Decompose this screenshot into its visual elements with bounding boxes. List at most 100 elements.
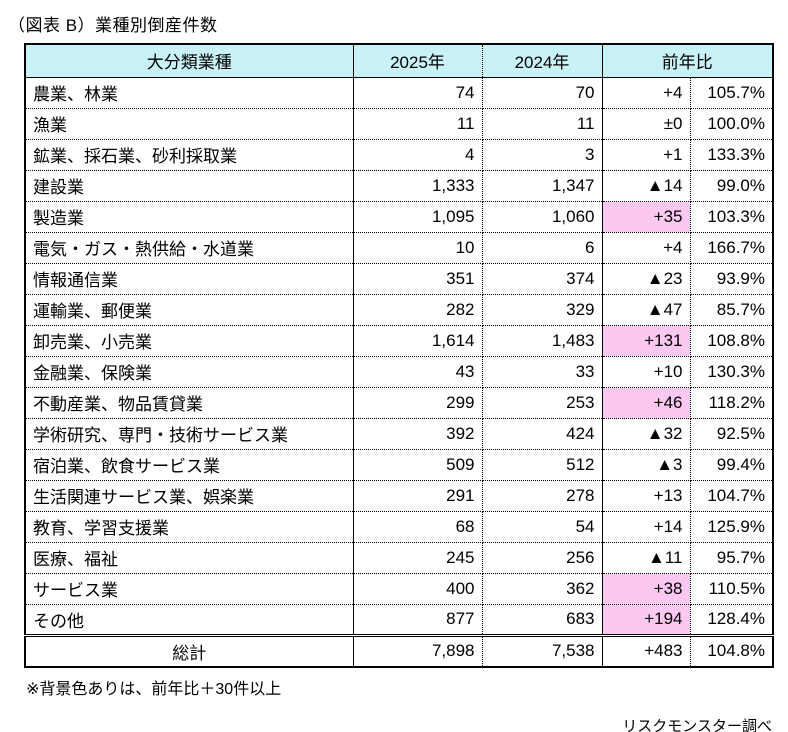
diff-cell: +35	[602, 201, 691, 233]
table-row: 漁業 11 11 ±0 100.0%	[25, 108, 773, 140]
table-row: 医療、福祉 245 256 ▲11 95.7%	[25, 542, 773, 574]
count-2025-cell: 509	[353, 449, 483, 481]
table-row: 教育、学習支援業 68 54 +14 125.9%	[25, 511, 773, 543]
diff-cell: +13	[602, 480, 691, 512]
diff-cell: +10	[602, 356, 691, 388]
count-2024-cell: 1,060	[482, 201, 603, 233]
diff-cell: ▲23	[602, 263, 691, 295]
pct-cell: 125.9%	[690, 511, 773, 543]
category-cell: 金融業、保険業	[25, 356, 354, 388]
count-2024-cell: 683	[482, 604, 603, 635]
pct-cell: 105.7%	[690, 77, 773, 109]
count-2024-cell: 374	[482, 263, 603, 295]
count-2025-cell: 282	[353, 294, 483, 326]
table-row: 鉱業、採石業、砂利採取業 4 3 +1 133.3%	[25, 139, 773, 171]
header-category: 大分類業種	[25, 44, 354, 78]
count-2024-cell: 1,347	[482, 170, 603, 202]
total-category-cell: 総計	[25, 633, 354, 667]
header-row: 大分類業種 2025年 2024年 前年比	[25, 44, 773, 78]
diff-cell: +14	[602, 511, 691, 543]
pct-cell: 166.7%	[690, 232, 773, 264]
count-2025-cell: 74	[353, 77, 483, 109]
category-cell: 医療、福祉	[25, 542, 354, 574]
header-year-2024: 2024年	[482, 44, 603, 78]
page-title: （図表 B）業種別倒産件数	[8, 16, 218, 35]
count-2025-cell: 1,614	[353, 325, 483, 357]
table-row: 卸売業、小売業 1,614 1,483 +131 108.8%	[25, 325, 773, 357]
count-2025-cell: 11	[353, 108, 483, 140]
pct-cell: 128.4%	[707, 609, 765, 628]
diff-cell: ▲32	[602, 418, 691, 450]
diff-cell: +1	[602, 139, 691, 171]
diff-cell: ▲3	[602, 449, 691, 481]
pct-cell: 108.8%	[690, 325, 773, 357]
diff-cell: +131	[602, 325, 691, 357]
pct-cell: 99.4%	[690, 449, 773, 481]
table-row: 農業、林業 74 70 +4 105.7%	[25, 77, 773, 109]
count-2024-cell: 329	[482, 294, 603, 326]
count-2025-cell: 299	[353, 387, 483, 419]
count-2024-cell: 6	[482, 232, 603, 264]
count-2025-cell: 245	[353, 542, 483, 574]
category-cell: 教育、学習支援業	[25, 511, 354, 543]
pct-cell: 118.2%	[690, 387, 773, 419]
diff-cell: ±0	[602, 108, 691, 140]
table-row: その他 877 683 +194 128.4%	[25, 604, 773, 635]
diff-cell: +194	[602, 604, 691, 635]
pct-cell: 130.3%	[690, 356, 773, 388]
count-2025-cell: 4	[353, 139, 483, 171]
category-cell: 学術研究、専門・技術サービス業	[25, 418, 354, 450]
category-cell: 情報通信業	[25, 263, 354, 295]
count-2025-cell: 1,095	[353, 201, 483, 233]
pct-cell: 95.7%	[690, 542, 773, 574]
count-2024-cell: 256	[482, 542, 603, 574]
table-row: 学術研究、専門・技術サービス業 392 424 ▲32 92.5%	[25, 418, 773, 450]
category-cell: 卸売業、小売業	[25, 325, 354, 357]
category-cell: 建設業	[25, 170, 354, 202]
pct-cell: 85.7%	[690, 294, 773, 326]
count-2024-cell: 54	[482, 511, 603, 543]
count-2024-cell: 424	[482, 418, 603, 450]
table-row: 不動産業、物品賃貸業 299 253 +46 118.2%	[25, 387, 773, 419]
total-diff-cell: +483	[602, 633, 691, 667]
pct-cell: 104.7%	[690, 480, 773, 512]
footnote: ※背景色ありは、前年比＋30件以上	[26, 681, 282, 698]
count-2024-cell: 3	[482, 139, 603, 171]
pct-cell: 103.3%	[690, 201, 773, 233]
count-2024-cell: 33	[482, 356, 603, 388]
count-2024-cell: 70	[482, 77, 603, 109]
count-2024-cell: 278	[482, 480, 603, 512]
count-2024-cell: 11	[482, 108, 603, 140]
count-2025-cell: 392	[353, 418, 483, 450]
category-cell: 運輸業、郵便業	[25, 294, 354, 326]
diff-cell: +46	[602, 387, 691, 419]
table-row: サービス業 400 362 +38 110.5%	[25, 573, 773, 605]
count-2024-cell: 1,483	[482, 325, 603, 357]
count-2024-cell: 253	[482, 387, 603, 419]
table-row: 製造業 1,095 1,060 +35 103.3%	[25, 201, 773, 233]
count-2025-cell: 351	[353, 263, 483, 295]
pct-cell: 99.0%	[690, 170, 773, 202]
total-count-2025-cell: 7,898	[353, 633, 483, 667]
table-row: 電気・ガス・熱供給・水道業 10 6 +4 166.7%	[25, 232, 773, 264]
pct-cell: 110.5%	[690, 573, 773, 605]
category-cell: 鉱業、採石業、砂利採取業	[25, 139, 354, 171]
header-year-2025: 2025年	[353, 44, 483, 78]
diff-cell: +38	[602, 573, 691, 605]
total-count-2024-cell: 7,538	[482, 633, 603, 667]
category-cell: 宿泊業、飲食サービス業	[25, 449, 354, 481]
count-2025-cell: 291	[353, 480, 483, 512]
count-2025-cell: 1,333	[353, 170, 483, 202]
total-row: 総計 7,898 7,538 +483 104.8%	[25, 633, 773, 667]
pct-cell: 92.5%	[690, 418, 773, 450]
diff-cell: +4	[602, 77, 691, 109]
diff-cell: ▲14	[602, 170, 691, 202]
count-2025-cell: 68	[353, 511, 483, 543]
category-cell: 漁業	[25, 108, 354, 140]
category-cell: 不動産業、物品賃貸業	[25, 387, 354, 419]
count-2025-cell: 400	[353, 573, 483, 605]
count-2024-cell: 362	[482, 573, 603, 605]
category-cell: 電気・ガス・熱供給・水道業	[25, 232, 354, 264]
total-pct-cell: 104.8%	[690, 633, 773, 667]
